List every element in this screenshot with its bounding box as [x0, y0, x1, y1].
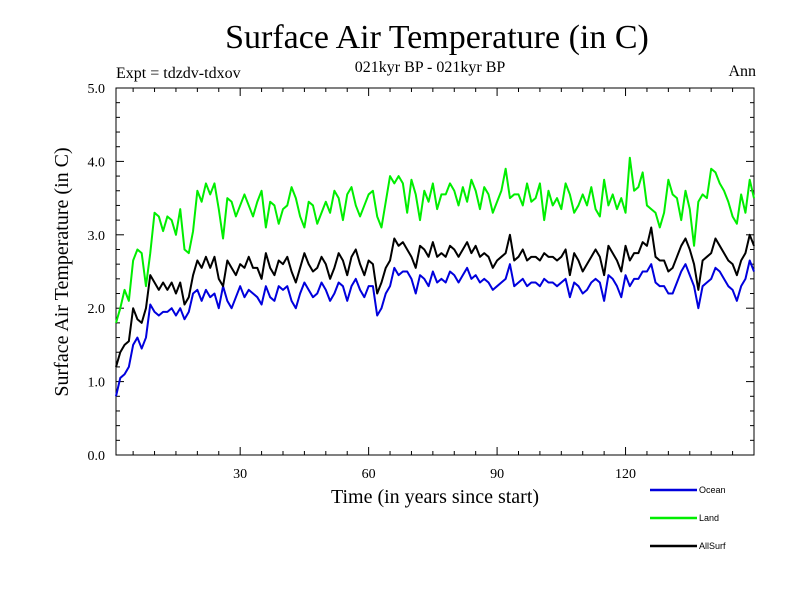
y-tick-label: 1.0: [88, 376, 106, 391]
series-line-allsurf: [115, 226, 755, 368]
legend-label-ocean: Ocean: [699, 485, 726, 495]
series-line-ocean: [115, 259, 755, 397]
series-lines: [115, 156, 755, 397]
y-tick-label: 2.0: [88, 302, 106, 317]
chart-subtitle: 021kyr BP - 021kyr BP: [355, 59, 506, 76]
x-axis-label: Time (in years since start): [331, 486, 539, 508]
series-line-land: [115, 156, 755, 324]
legend-label-allsurf: AllSurf: [699, 541, 726, 551]
plot-frame: [115, 87, 755, 456]
y-tick-label: 0.0: [88, 449, 106, 464]
experiment-label: Expt = tdzdv-tdxov: [116, 65, 241, 82]
axis-ticks: 0.0 1.0 2.0 3.0 4.0 5.0 30 60 90 120: [88, 82, 754, 482]
x-tick-label: 120: [615, 467, 636, 482]
x-tick-label: 90: [490, 467, 504, 482]
x-tick-label: 60: [362, 467, 376, 482]
chart-title: Surface Air Temperature (in C): [225, 19, 649, 56]
y-tick-label: 3.0: [88, 229, 106, 244]
y-tick-label: 4.0: [88, 155, 106, 170]
season-label: Ann: [728, 63, 756, 80]
x-tick-label: 30: [233, 467, 247, 482]
legend-label-land: Land: [699, 513, 719, 523]
y-axis-label: Surface Air Temperature (in C): [51, 147, 73, 396]
y-tick-label: 5.0: [88, 82, 106, 97]
legend: Ocean Land AllSurf: [650, 485, 726, 551]
